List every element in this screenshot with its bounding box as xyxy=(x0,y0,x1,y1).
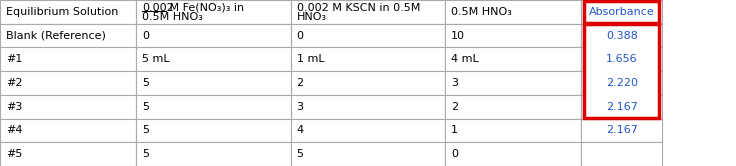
Text: 2.167: 2.167 xyxy=(606,125,638,135)
Text: #5: #5 xyxy=(6,149,22,159)
Text: 1 mL: 1 mL xyxy=(297,54,325,64)
Text: 1: 1 xyxy=(451,125,459,135)
Bar xyxy=(291,24,445,47)
Text: 1.656: 1.656 xyxy=(606,54,637,64)
Bar xyxy=(291,47,445,71)
Text: 5: 5 xyxy=(142,149,149,159)
Text: 0.002 M KSCN in 0.5M: 0.002 M KSCN in 0.5M xyxy=(297,3,420,13)
Text: HNO₃: HNO₃ xyxy=(297,12,327,22)
Bar xyxy=(445,119,581,142)
Bar xyxy=(581,142,662,166)
Bar xyxy=(445,24,581,47)
Text: 0.002: 0.002 xyxy=(142,3,174,13)
Bar xyxy=(0,0,136,24)
Text: 3: 3 xyxy=(451,78,459,88)
Bar xyxy=(291,119,445,142)
Bar xyxy=(581,24,662,47)
Bar xyxy=(136,119,291,142)
Text: 2.220: 2.220 xyxy=(606,102,638,112)
Text: 3: 3 xyxy=(297,102,304,112)
Text: Equilibrium Solution: Equilibrium Solution xyxy=(6,7,118,17)
Bar xyxy=(136,0,291,24)
Bar xyxy=(584,24,659,118)
Text: 0: 0 xyxy=(142,31,149,41)
Bar xyxy=(445,71,581,95)
Text: 0.5M HNO₃: 0.5M HNO₃ xyxy=(451,7,512,17)
Text: 5: 5 xyxy=(297,149,304,159)
Text: Blank (Reference): Blank (Reference) xyxy=(6,31,106,41)
Text: #2: #2 xyxy=(6,78,22,88)
Bar xyxy=(136,71,291,95)
Text: Absorbance: Absorbance xyxy=(589,7,655,17)
Bar xyxy=(445,47,581,71)
Bar xyxy=(136,95,291,119)
Bar xyxy=(581,0,662,24)
Text: 0.5M HNO₃: 0.5M HNO₃ xyxy=(142,12,203,22)
Text: 0: 0 xyxy=(451,149,459,159)
Bar xyxy=(581,71,662,95)
Text: #1: #1 xyxy=(6,54,22,64)
Bar xyxy=(445,95,581,119)
Text: 2: 2 xyxy=(451,102,459,112)
Text: 1.656: 1.656 xyxy=(606,78,637,88)
Text: 0: 0 xyxy=(297,31,304,41)
Bar xyxy=(136,24,291,47)
Text: 5 mL: 5 mL xyxy=(142,54,170,64)
Bar xyxy=(0,24,136,47)
Text: 10: 10 xyxy=(451,31,465,41)
Bar xyxy=(581,47,662,71)
Bar xyxy=(0,95,136,119)
Bar xyxy=(581,95,662,119)
Bar xyxy=(291,71,445,95)
Text: 5: 5 xyxy=(142,102,149,112)
Bar xyxy=(291,95,445,119)
Bar xyxy=(291,142,445,166)
Bar xyxy=(445,142,581,166)
Text: Absorbance: Absorbance xyxy=(589,7,655,17)
Bar xyxy=(136,142,291,166)
Text: #4: #4 xyxy=(6,125,22,135)
Text: 4 mL: 4 mL xyxy=(451,54,479,64)
Text: 0.388: 0.388 xyxy=(606,54,638,64)
Bar xyxy=(581,119,662,142)
Text: 5: 5 xyxy=(142,125,149,135)
Text: 4: 4 xyxy=(297,125,304,135)
Bar xyxy=(0,119,136,142)
Bar xyxy=(136,47,291,71)
Bar xyxy=(584,1,659,23)
Text: 5: 5 xyxy=(142,78,149,88)
Bar xyxy=(0,47,136,71)
Text: 0.388: 0.388 xyxy=(606,31,638,41)
Bar xyxy=(0,71,136,95)
Text: 2.167: 2.167 xyxy=(606,102,638,112)
Text: 2.220: 2.220 xyxy=(606,78,638,88)
Bar xyxy=(291,0,445,24)
Bar xyxy=(0,142,136,166)
Bar xyxy=(445,0,581,24)
Text: M Fe(NO₃)₃ in: M Fe(NO₃)₃ in xyxy=(166,3,244,13)
Text: 2: 2 xyxy=(297,78,304,88)
Text: #3: #3 xyxy=(6,102,22,112)
